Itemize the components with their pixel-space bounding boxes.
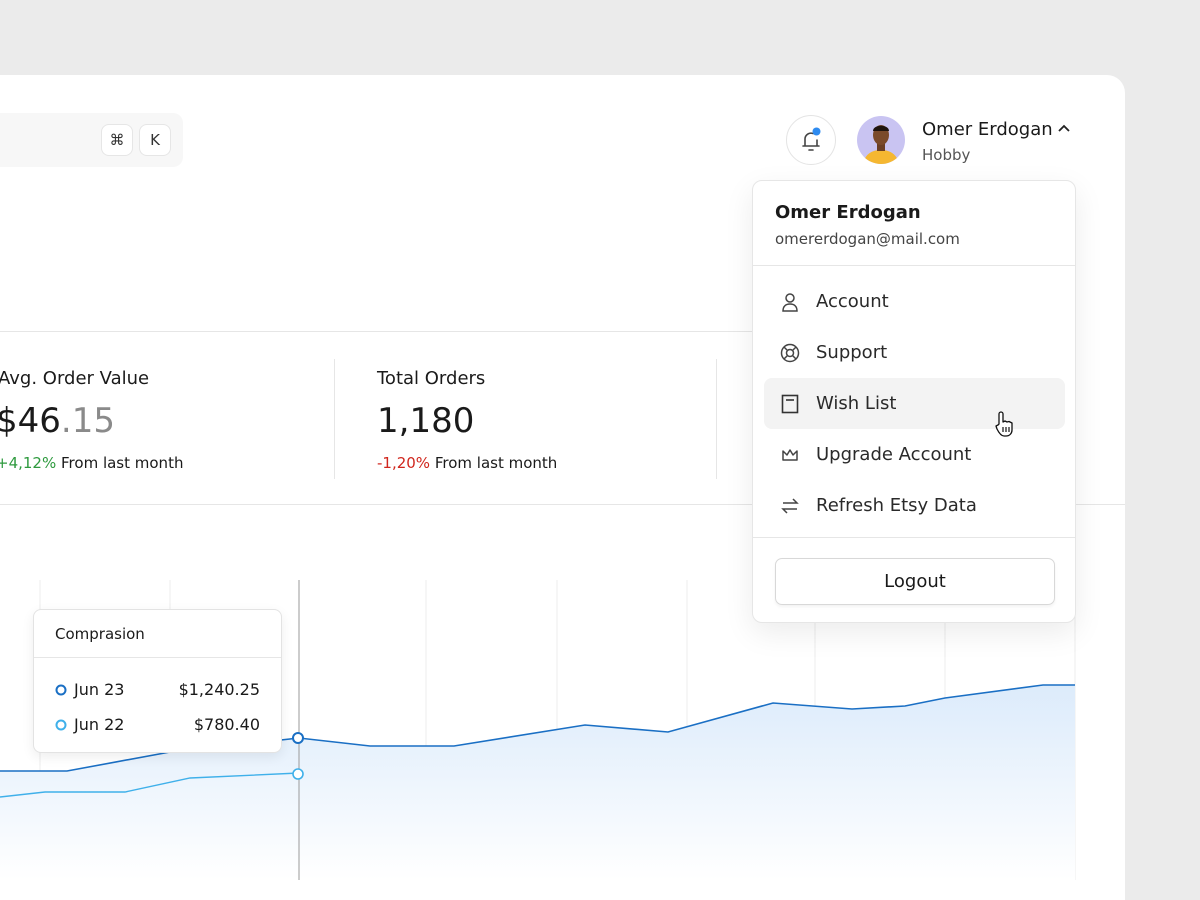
line-previous — [0, 772, 300, 798]
divider — [753, 265, 1075, 266]
tooltip-title: Comprasion — [55, 625, 145, 643]
stat-change-row: -1,20% From last month — [377, 454, 557, 472]
menu-label: Support — [816, 342, 888, 363]
logout-button[interactable]: Logout — [775, 558, 1055, 605]
notification-button[interactable] — [786, 115, 836, 165]
divider — [34, 657, 281, 658]
menu-item[interactable]: Upgrade Account — [764, 429, 1065, 480]
divider — [334, 359, 335, 479]
stat-label: Avg. Order Value — [0, 368, 150, 389]
tooltip: Comprasion Jun 23 $1,240.25 Jun 22 $780.… — [33, 609, 282, 753]
menu-item[interactable]: Refresh Etsy Data — [764, 480, 1065, 531]
menu-label: Wish List — [816, 393, 897, 414]
bell-icon — [802, 127, 821, 151]
menu-label: Account — [816, 291, 889, 312]
stat-value-main: $46 — [0, 401, 61, 441]
tooltip-value: $1,240.25 — [178, 680, 260, 699]
search-bar[interactable]: ⌘ K — [0, 113, 183, 167]
legend-dot — [55, 684, 67, 696]
divider — [0, 331, 752, 332]
stat-value: 1,180 — [377, 401, 475, 441]
chevron-up[interactable] — [1057, 122, 1071, 134]
divider — [753, 537, 1075, 538]
avatar[interactable] — [857, 116, 905, 164]
menu-item[interactable]: Support — [764, 327, 1065, 378]
user-plan: Hobby — [922, 146, 971, 164]
legend-dot — [55, 719, 67, 731]
menu-item[interactable]: Account — [764, 276, 1065, 327]
support-icon — [780, 343, 800, 362]
hover-point — [292, 732, 304, 744]
divider — [0, 504, 1125, 505]
shortcut-cmd: ⌘ — [101, 124, 133, 156]
account-icon — [782, 292, 798, 312]
stat-change: -1,20% — [377, 454, 431, 472]
user-name[interactable]: Omer Erdogan — [922, 119, 1053, 140]
stat-value: $46.15 — [0, 401, 115, 441]
divider — [716, 359, 717, 479]
crown-icon — [782, 448, 798, 461]
stat-change: +4,12% — [0, 454, 57, 472]
area — [0, 685, 1075, 880]
stat-change-row: +4,12% From last month — [0, 454, 183, 472]
tooltip-value: $780.40 — [193, 715, 260, 734]
stat-change-note: From last month — [61, 454, 184, 472]
stat-label: Total Orders — [377, 368, 486, 389]
hover-point — [292, 768, 304, 780]
tooltip-date: Jun 23 — [74, 680, 125, 699]
cursor — [995, 411, 1013, 437]
stat-change-note: From last month — [434, 454, 558, 472]
dropdown-name: Omer Erdogan — [775, 202, 921, 223]
menu-label: Refresh Etsy Data — [816, 495, 977, 516]
chart — [0, 580, 1076, 880]
dropdown-email: omererdogan@mail.com — [775, 230, 960, 248]
menu-item-hovered[interactable]: Wish List — [764, 378, 1065, 429]
account-dropdown: Omer Erdogan omererdogan@mail.com Accoun… — [752, 180, 1076, 623]
menu-label: Upgrade Account — [816, 444, 972, 465]
shortcut-key: K — [139, 124, 171, 156]
tooltip-date: Jun 22 — [74, 715, 125, 734]
stat-value-decimal: .15 — [60, 401, 115, 441]
wishlist-icon — [781, 394, 799, 413]
refresh-icon — [781, 497, 799, 514]
